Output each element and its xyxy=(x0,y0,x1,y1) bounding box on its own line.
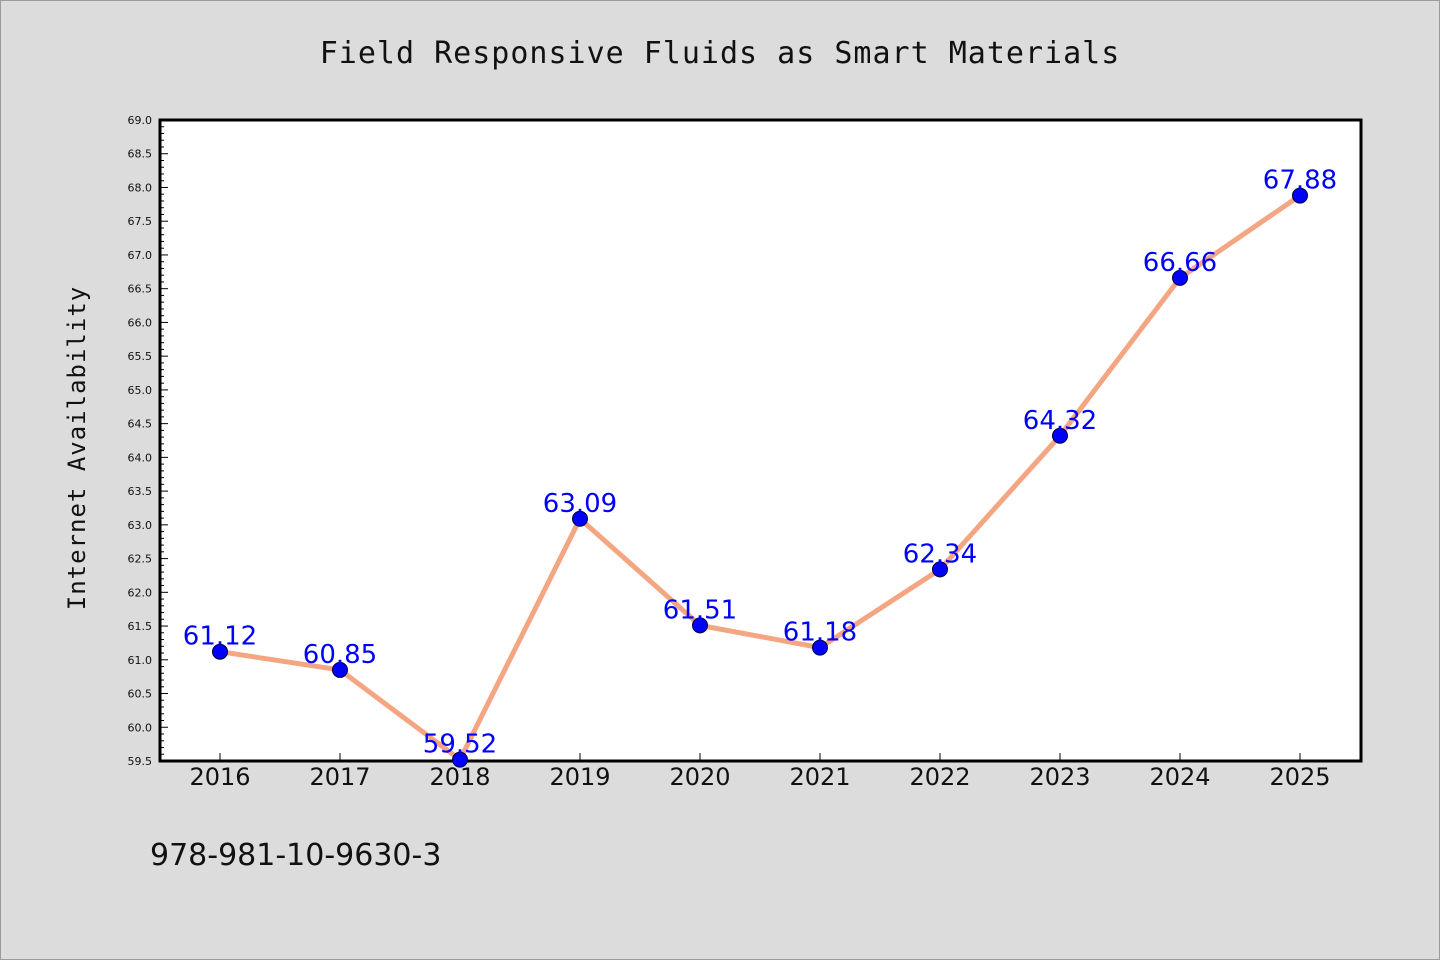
data-point-markers xyxy=(212,187,1308,768)
y-tick-label: 61.0 xyxy=(128,654,153,667)
data-label: 67.88 xyxy=(1263,166,1337,196)
y-tick-label: 68.5 xyxy=(128,148,153,161)
data-label: 62.34 xyxy=(903,539,977,569)
x-tick-label: 2021 xyxy=(789,763,850,791)
y-tick-label: 68.0 xyxy=(128,181,153,194)
x-tick-label: 2023 xyxy=(1029,763,1090,791)
data-label: 61.12 xyxy=(183,622,257,652)
isbn-footer: 978-981-10-9630-3 xyxy=(150,838,441,873)
chart-title: Field Responsive Fluids as Smart Materia… xyxy=(320,36,1121,71)
x-tick-label: 2024 xyxy=(1149,763,1210,791)
y-tick-label: 65.5 xyxy=(128,350,153,363)
data-label: 60.85 xyxy=(303,640,377,670)
data-point-marker xyxy=(1292,187,1308,204)
y-tick-label: 60.5 xyxy=(128,688,153,701)
y-tick-label: 66.0 xyxy=(128,316,153,329)
data-point-marker xyxy=(812,639,828,656)
y-tick-label: 62.0 xyxy=(128,586,153,599)
y-tick-label: 60.0 xyxy=(128,721,153,734)
y-axis-ticks xyxy=(160,119,168,762)
x-tick-label: 2025 xyxy=(1269,763,1330,791)
data-label: 66.66 xyxy=(1143,248,1217,278)
y-tick-label: 67.0 xyxy=(128,249,153,262)
data-label: 63.09 xyxy=(543,489,617,519)
x-tick-label: 2017 xyxy=(309,763,370,791)
y-tick-label: 69.0 xyxy=(128,114,153,127)
data-label: 61.18 xyxy=(783,618,857,648)
data-label: 59.52 xyxy=(423,730,497,760)
x-tick-label: 2019 xyxy=(549,763,610,791)
series-line xyxy=(217,193,1303,763)
y-tick-label: 63.5 xyxy=(128,485,153,498)
y-tick-label: 64.5 xyxy=(128,418,153,431)
y-tick-label: 62.5 xyxy=(128,553,153,566)
x-tick-label: 2022 xyxy=(909,763,970,791)
data-label: 64.32 xyxy=(1023,406,1097,436)
y-tick-label: 67.5 xyxy=(128,215,153,228)
plot-area xyxy=(158,118,1363,763)
y-tick-label: 61.5 xyxy=(128,620,153,633)
y-tick-label: 65.0 xyxy=(128,384,153,397)
y-axis-tick-labels: 59.5 60.0 60.5 61.0 61.5 62.0 62.5 63.0 63.5 64.0… xyxy=(128,114,153,768)
data-point-marker xyxy=(452,751,468,768)
y-tick-label: 64.0 xyxy=(128,451,153,464)
x-tick-label: 2016 xyxy=(189,763,250,791)
series-line-group xyxy=(217,193,1303,763)
x-axis-ticks xyxy=(219,753,1301,761)
data-point-marker xyxy=(332,661,348,678)
data-point-marker xyxy=(212,643,228,660)
data-point-marker xyxy=(692,617,708,634)
y-tick-label: 66.5 xyxy=(128,283,153,296)
y-tick-label: 59.5 xyxy=(128,755,153,768)
x-tick-label: 2020 xyxy=(669,763,730,791)
x-axis-tick-labels: 2016 2017 2018 2019 2020 2021 2022 2023 2024 2025 xyxy=(189,763,1330,791)
x-tick-label: 2018 xyxy=(429,763,490,791)
data-labels: 61.12 60.85 59.52 63.09 61.51 61.18 62.34 64.32… xyxy=(183,166,1337,760)
data-point-marker xyxy=(1052,427,1068,444)
data-point-marker xyxy=(572,510,588,527)
data-label: 61.51 xyxy=(663,595,737,625)
y-tick-label: 63.0 xyxy=(128,519,153,532)
data-point-marker xyxy=(1172,269,1188,286)
y-axis-label: Internet Availability xyxy=(63,286,91,610)
data-point-marker xyxy=(932,561,948,578)
